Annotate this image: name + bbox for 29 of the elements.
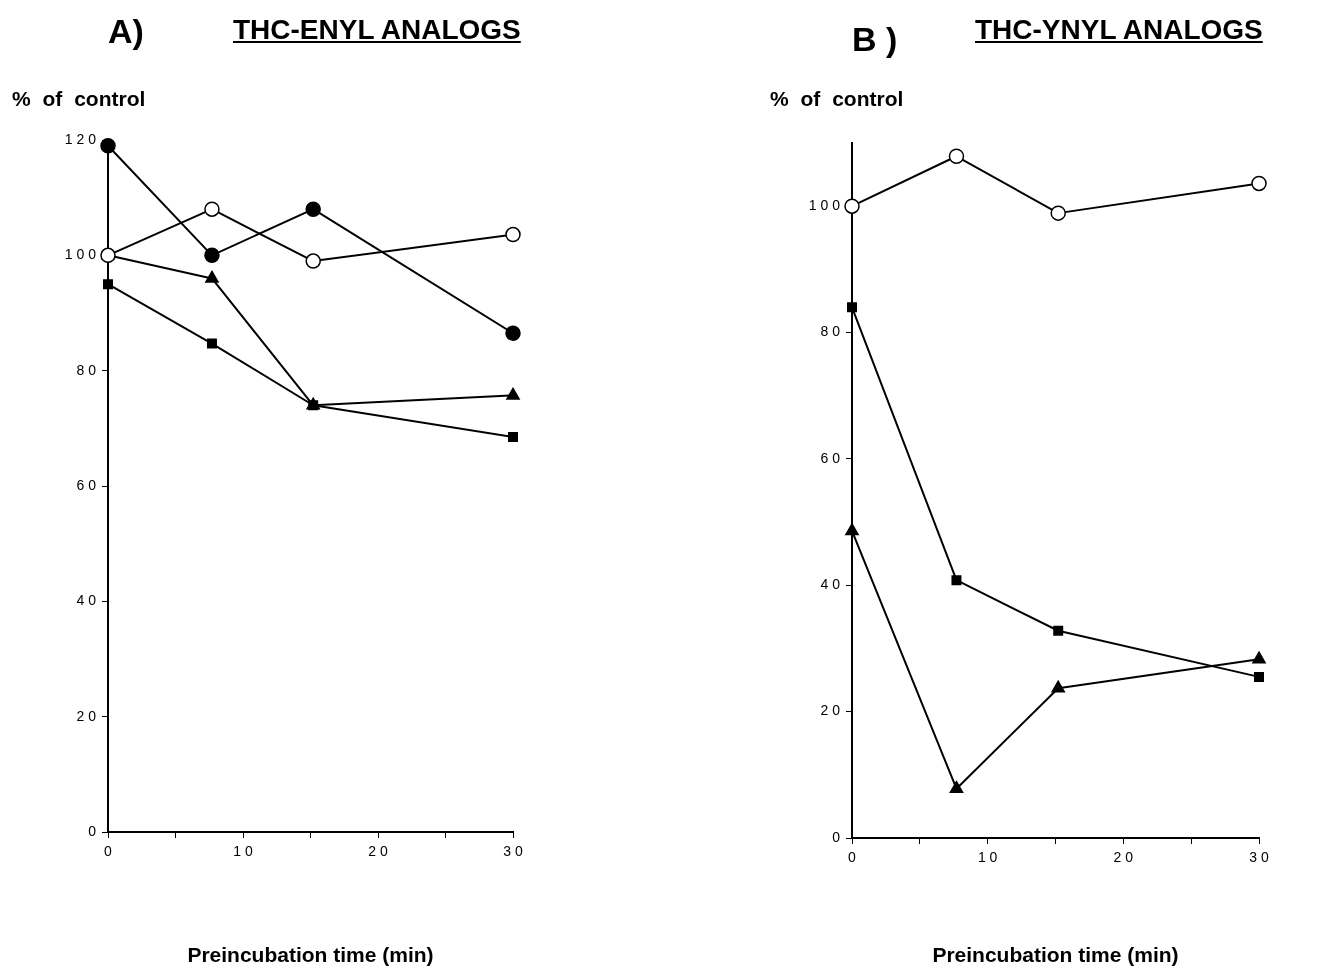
- text: B ): [852, 20, 898, 59]
- x-tick-label: 1 0: [233, 843, 253, 860]
- y-tick-label: 4 0: [76, 592, 97, 609]
- y-tick-label: 8 0: [76, 361, 97, 378]
- y-tick-label: 2 0: [76, 707, 97, 724]
- x-tick-label: 2 0: [368, 843, 388, 860]
- y-axis-title: % of control: [12, 87, 146, 111]
- y-axis-title: % of control: [770, 87, 904, 111]
- x-tick-label: 3 0: [1249, 849, 1269, 866]
- y-tick-label: 0: [832, 828, 841, 845]
- y-tick-label: 2 0: [820, 702, 841, 719]
- x-tick-label: 0: [848, 849, 857, 866]
- chart-title: THC-YNYL ANALOGS: [975, 14, 1263, 46]
- x-axis-title: Preincubation time (min): [187, 943, 434, 967]
- y-tick-label: 8 0: [820, 323, 841, 340]
- y-tick-label: 1 0 0: [808, 197, 841, 214]
- chart-title: THC-ENYL ANALOGS: [233, 14, 521, 46]
- x-axis-title: Preincubation time (min): [932, 943, 1179, 967]
- y-tick-label: 6 0: [820, 449, 841, 466]
- x-tick-label: 1 0: [977, 849, 998, 866]
- y-tick-label: 4 0: [820, 576, 841, 593]
- x-tick-label: 0: [104, 843, 113, 860]
- text: A): [108, 12, 144, 51]
- y-tick-label: 6 0: [76, 476, 97, 493]
- x-tick-label: 2 0: [1113, 849, 1134, 866]
- y-tick-label: 1 0 0: [64, 246, 97, 263]
- y-tick-label: 0: [88, 822, 97, 839]
- x-tick-label: 3 0: [503, 843, 523, 860]
- y-tick-label: 1 2 0: [64, 130, 97, 147]
